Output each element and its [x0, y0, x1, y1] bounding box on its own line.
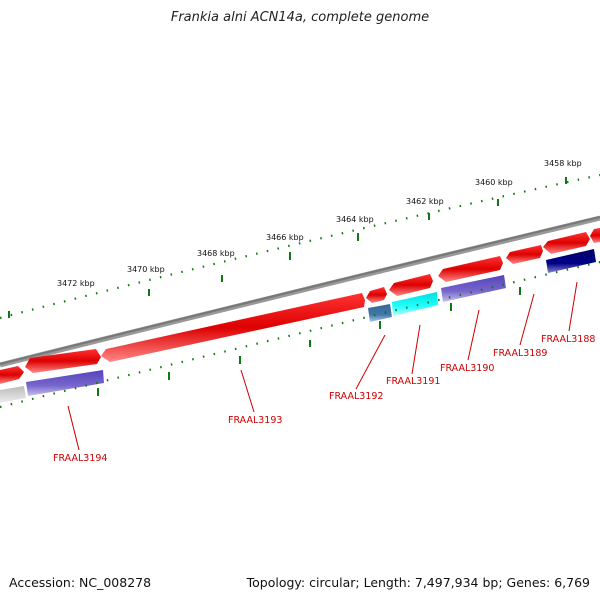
gene-arrow-FRAAL3189[interactable] — [506, 245, 543, 264]
gene-arrow-FRAAL3194b[interactable] — [25, 349, 101, 373]
outer-ruler-major-ticks — [8, 177, 567, 318]
tick-label-3458: 3458 kbp — [544, 159, 582, 168]
inner-ruler-line — [0, 260, 600, 409]
tick-label-3460: 3460 kbp — [475, 178, 513, 187]
gene-label-FRAAL3192[interactable]: FRAAL3192 — [329, 391, 383, 402]
gene-arrow-FRAAL3193[interactable] — [101, 293, 365, 362]
gene-label-FRAAL3191[interactable]: FRAAL3191 — [386, 376, 440, 387]
tick-label-3472: 3472 kbp — [57, 279, 95, 288]
tick-label-3462: 3462 kbp — [406, 197, 444, 206]
gene-arrow-FRAAL3188[interactable] — [543, 232, 590, 254]
blast-hit-track — [0, 249, 596, 403]
accession-text: Accession: NC_008278 — [9, 575, 152, 590]
hit-FRAAL3194[interactable] — [26, 370, 104, 396]
gene-label-FRAAL3194[interactable]: FRAAL3194 — [53, 453, 107, 464]
tick-label-3470: 3470 kbp — [127, 265, 165, 274]
gene-label-FRAAL3190[interactable]: FRAAL3190 — [440, 363, 494, 374]
genome-summary-text: Topology: circular; Length: 7,497,934 bp… — [246, 575, 590, 590]
hit-FRAAL3192[interactable] — [368, 304, 392, 322]
hit-FRAAL3188[interactable] — [546, 249, 596, 273]
tick-label-3464: 3464 kbp — [336, 215, 374, 224]
gene-label-FRAAL3189[interactable]: FRAAL3189 — [493, 348, 547, 359]
gene-labels: FRAAL3188 FRAAL3189 FRAAL3190 FRAAL3191 … — [53, 334, 595, 464]
gene-label-FRAAL3188[interactable]: FRAAL3188 — [541, 334, 595, 345]
hit-FRAAL3190[interactable] — [441, 275, 506, 302]
tick-label-3466: 3466 kbp — [266, 233, 304, 242]
genome-backbone-shade — [0, 216, 600, 365]
gene-label-FRAAL3193[interactable]: FRAAL3193 — [228, 415, 282, 426]
forward-cds-track — [0, 228, 600, 384]
gene-arrow-FRAAL3194[interactable] — [0, 366, 24, 384]
inner-ruler-major-ticks — [97, 287, 521, 396]
outer-ruler-line — [0, 173, 600, 320]
tick-label-3468: 3468 kbp — [197, 249, 235, 258]
gene-arrow-FRAAL3192[interactable] — [366, 287, 387, 303]
gene-arrow-FRAAL3190[interactable] — [438, 256, 503, 282]
hit-gray[interactable] — [0, 386, 26, 403]
map-title: Frankia alni ACN14a, complete genome — [170, 10, 430, 25]
gene-arrow-FRAAL3191[interactable] — [389, 274, 433, 296]
label-leader-lines — [67, 281, 578, 451]
hit-FRAAL3191[interactable] — [392, 292, 438, 316]
ruler-tick-labels: 3458 kbp 3460 kbp 3462 kbp 3464 kbp 3466… — [57, 159, 582, 288]
gene-arrow-next[interactable] — [590, 228, 600, 243]
